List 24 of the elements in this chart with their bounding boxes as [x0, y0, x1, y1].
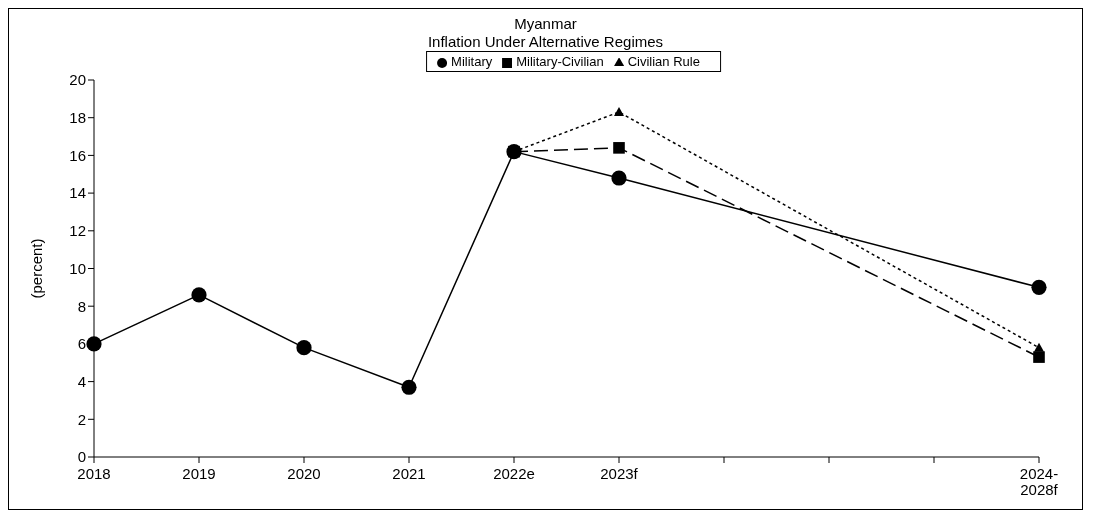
legend-label: Military-Civilian — [516, 54, 604, 69]
y-tick-label: 20 — [69, 71, 86, 89]
y-tick-label: 10 — [69, 259, 86, 277]
x-tick-label: 2019 — [182, 465, 216, 482]
y-tick-label: 8 — [77, 297, 86, 315]
legend-label: Civilian Rule — [627, 54, 700, 69]
y-tick-label: 14 — [69, 184, 86, 202]
x-tick-label: 2020 — [287, 465, 321, 482]
x-tick-label: 2021 — [392, 465, 426, 482]
chart-subtitle: Inflation Under Alternative Regimes — [426, 33, 665, 51]
legend-label: Military — [451, 54, 493, 69]
chart-title: Myanmar — [513, 15, 578, 33]
y-axis-title: (percent) — [28, 238, 46, 299]
y-tick-label: 0 — [77, 448, 86, 466]
x-tick-label: 2023f — [600, 465, 639, 482]
y-tick-label: 16 — [69, 146, 86, 164]
y-tick-label: 6 — [77, 335, 86, 353]
y-tick-label: 4 — [77, 372, 86, 390]
x-tick-label: 2024-2028f — [1019, 465, 1059, 498]
x-tick-label: 2018 — [77, 465, 111, 482]
y-tick-label: 12 — [69, 222, 86, 240]
y-tick-label: 18 — [69, 109, 86, 127]
y-tick-label: 2 — [77, 410, 86, 428]
x-tick-label: 2022e — [493, 465, 535, 482]
